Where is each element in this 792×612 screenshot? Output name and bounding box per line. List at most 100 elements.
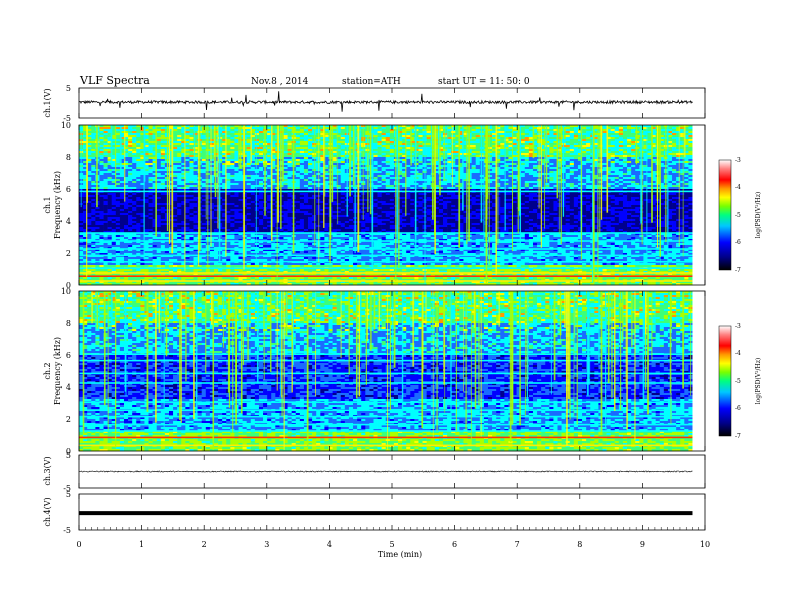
spectrogram-cell (299, 183, 305, 186)
spectrogram-cell (336, 145, 342, 148)
spectrogram-cell (643, 147, 648, 150)
spectrogram-cell (136, 177, 141, 180)
spectrogram-cell (684, 161, 689, 164)
spectrogram-cell (381, 149, 387, 152)
spectrogram-cell (672, 159, 677, 162)
spectrogram-cell (308, 141, 313, 144)
spectrogram-cell (238, 173, 243, 176)
spectrogram-cell (140, 179, 145, 182)
spectrogram-cell (87, 165, 92, 168)
spectrogram-cell (144, 185, 149, 188)
spectrogram-cell (684, 137, 689, 140)
spectrogram-cell (659, 173, 665, 176)
spectrogram-cell (279, 133, 284, 136)
spectrogram-cell (524, 127, 530, 130)
spectrogram-cell (635, 153, 640, 156)
spectrogram-cell (618, 167, 624, 170)
spectrogram-cell (299, 127, 305, 130)
spectrogram-cell (140, 157, 145, 160)
spectrogram-cell (487, 137, 493, 140)
figure-header: VLF Spectra Nov.8 , 2014 station=ATH sta… (79, 74, 530, 87)
spectrogram-cell (222, 147, 227, 150)
spectrogram-cell (406, 171, 411, 174)
spectrogram-cell (357, 169, 362, 172)
spectrogram-cell (373, 157, 378, 160)
spectrogram-cell (402, 159, 407, 162)
spectrogram-cell (377, 181, 382, 184)
spectrogram-cell (610, 159, 616, 162)
spectrogram-cell (312, 127, 317, 130)
spectrogram-cell (492, 177, 497, 180)
spectrogram-cell (279, 153, 284, 156)
spectrogram-cell (573, 145, 579, 148)
spectrogram-cell (152, 181, 158, 184)
spectrogram-cell (173, 151, 178, 154)
spectrogram-cell (119, 163, 125, 166)
spectrogram-cell (295, 131, 301, 134)
spectrogram-cell (140, 147, 145, 150)
spectrogram-cell (455, 161, 460, 164)
spectrogram-cell (111, 187, 117, 190)
spectrogram-cell (487, 153, 493, 156)
spectrogram-cell (267, 131, 272, 134)
spectrogram-cell (418, 159, 423, 162)
spectrogram-cell (308, 173, 313, 176)
spectrogram-cell (524, 157, 530, 160)
spectrogram-cell (193, 161, 198, 164)
spectrogram-cell (504, 175, 509, 178)
spectrogram-cell (295, 181, 301, 184)
spectrogram-cell (426, 127, 432, 130)
spectrogram-cell (622, 153, 628, 156)
spectrogram-cell (389, 149, 395, 152)
spectrogram-cell (688, 189, 693, 192)
spectrogram-cell (487, 177, 493, 180)
spectrogram-cell (152, 129, 158, 132)
spectrogram-cell (643, 129, 648, 132)
spectrogram-cell (586, 175, 591, 178)
spectrogram-cell (136, 185, 141, 188)
spectrogram-cell (471, 185, 477, 188)
spectrogram-cell (209, 173, 215, 176)
spectrogram-cell (209, 143, 215, 146)
spectrogram-cell (156, 133, 162, 136)
spectrogram-cell (622, 161, 628, 164)
spectrogram-cell (173, 137, 178, 140)
spectrogram-cell (181, 139, 186, 142)
spectrogram-cell (487, 125, 493, 128)
spectrogram-cell (651, 145, 656, 148)
spectrogram-cell (320, 159, 325, 162)
spectrogram-cell (627, 185, 632, 188)
spectrogram-cell (618, 159, 624, 162)
spectrogram-cell (500, 129, 505, 132)
spectrogram-cell (222, 183, 227, 186)
spectrogram-cell (684, 139, 689, 142)
spectrogram-cell (238, 169, 243, 172)
ch1-voltage-trace (79, 91, 693, 112)
spectrogram-cell (684, 187, 689, 190)
spectrogram-cell (573, 135, 579, 138)
spectrogram-cell (631, 181, 636, 184)
spectrogram-cell (586, 157, 591, 160)
spectrogram-cell (688, 171, 693, 174)
spectrogram-cell (553, 127, 558, 130)
spectrogram-cell (463, 169, 468, 172)
spectrogram-cell (627, 127, 632, 130)
spectrogram-cell (189, 189, 194, 192)
spectrogram-cell (185, 129, 190, 132)
spectrogram-cell (123, 125, 129, 128)
spectrogram-cell (357, 139, 362, 142)
spectrogram-cell (610, 145, 616, 148)
spectrogram-cell (377, 171, 382, 174)
spectrogram-cell (91, 129, 96, 132)
spectrogram-cell (193, 127, 198, 130)
spectrogram-cell (381, 131, 387, 134)
spectrogram-cell (487, 129, 493, 132)
spectrogram-cell (373, 125, 378, 128)
spectrogram-cell (418, 151, 423, 154)
spectrogram-cell (111, 175, 117, 178)
spectrogram-cell (426, 187, 432, 190)
spectrogram-cell (128, 137, 133, 140)
spectrogram-cell (643, 179, 648, 182)
spectrogram-cell (524, 177, 530, 180)
spectrogram-cell (418, 133, 423, 136)
